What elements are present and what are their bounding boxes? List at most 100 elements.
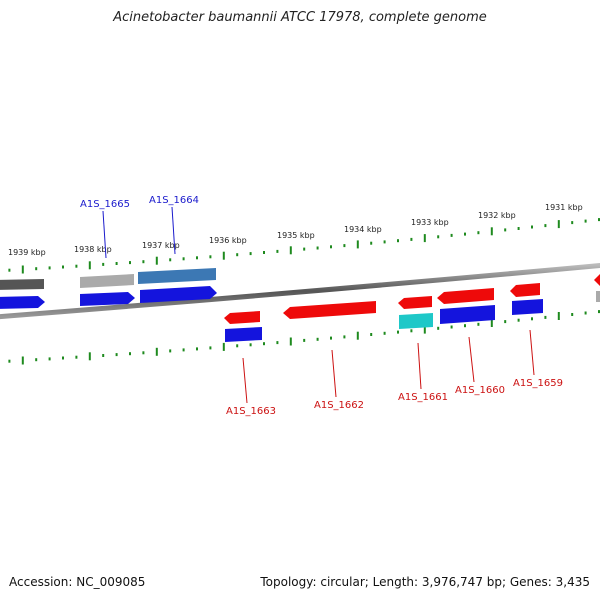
upper-scale-major-tick: [557, 220, 560, 229]
lower-scale-minor-tick: [236, 344, 239, 348]
label-a1s-1665[interactable]: A1S_1665: [80, 199, 130, 210]
scale-label-1934: 1934 kbp: [344, 225, 382, 234]
gene-a1s-1660-red[interactable]: [437, 288, 494, 304]
upper-scale-major-tick: [21, 265, 24, 274]
gene-a1s-1665[interactable]: [80, 292, 135, 306]
lower-scale-minor-tick: [450, 325, 453, 329]
gene-a1s-1661-cyan[interactable]: [399, 313, 433, 329]
gene-labels: A1S_1665 A1S_1664 A1S_1663 A1S_1662 A1S_…: [80, 195, 563, 417]
lower-scale-minor-tick: [115, 353, 118, 357]
upper-scale-minor-tick: [531, 225, 533, 229]
map-title: Acinetobacter baumannii ATCC 17978, comp…: [113, 10, 487, 25]
upper-scale-minor-tick: [544, 224, 547, 228]
upper-scale-minor-tick: [182, 257, 185, 261]
upper-scale-major-tick: [423, 234, 426, 243]
lower-scale-minor-tick: [142, 351, 145, 355]
reverse-scale-track: [8, 310, 600, 365]
label-a1s-1662[interactable]: A1S_1662: [314, 400, 364, 411]
lower-scale-minor-tick: [169, 349, 172, 353]
genome-summary-text: Topology: circular; Length: 3,976,747 bp…: [260, 575, 590, 589]
lower-scale-minor-tick: [437, 326, 440, 330]
lower-scale-major-tick: [155, 347, 158, 356]
leader-a1s-1664: [171, 206, 176, 255]
upper-scale-minor-tick: [263, 251, 265, 254]
upper-scale-minor-tick: [517, 227, 520, 230]
lower-scale-minor-tick: [303, 338, 306, 342]
lower-scale-major-tick: [356, 331, 359, 340]
gene-a1s-1661-red[interactable]: [398, 296, 432, 309]
gene-a1s-1660-blue[interactable]: [440, 305, 495, 324]
accession-text: Accession: NC_009085: [9, 575, 146, 589]
lower-scale-minor-tick: [397, 330, 399, 334]
label-a1s-1664[interactable]: A1S_1664: [149, 195, 199, 206]
gene-partial-left-blue[interactable]: [0, 296, 45, 309]
upper-scale-major-tick: [356, 240, 359, 249]
gene-partial-left-dark[interactable]: [0, 279, 44, 290]
gene-a1s-1663-red[interactable]: [224, 311, 260, 324]
label-a1s-1663[interactable]: A1S_1663: [226, 406, 276, 417]
lower-scale-minor-tick: [517, 318, 520, 322]
gene-partial-right-red[interactable]: [594, 273, 600, 286]
lower-scale-minor-tick: [383, 331, 386, 335]
upper-scale-minor-tick: [397, 239, 399, 243]
gene-partial-right-gray[interactable]: [596, 291, 600, 302]
lower-scale-minor-tick: [571, 313, 574, 316]
upper-scale-minor-tick: [383, 240, 386, 244]
upper-scale-major-tick: [88, 261, 91, 270]
upper-scale-minor-tick: [343, 244, 346, 248]
upper-scale-minor-tick: [316, 246, 319, 250]
lower-scale-minor-tick: [544, 315, 547, 319]
upper-scale-minor-tick: [330, 245, 332, 249]
chromosome-backbone: [0, 262, 600, 320]
scale-labels: 1939 kbp 1938 kbp 1937 kbp 1936 kbp 1935…: [8, 203, 583, 257]
lower-scale-minor-tick: [464, 324, 466, 328]
upper-scale-minor-tick: [477, 231, 480, 235]
upper-scale-minor-tick: [129, 261, 131, 265]
lower-scale-minor-tick: [531, 317, 533, 321]
lower-scale-minor-tick: [504, 320, 507, 324]
lower-scale-minor-tick: [102, 354, 105, 357]
lower-scale-major-tick: [222, 342, 225, 351]
gene-steel[interactable]: [138, 268, 216, 284]
leader-a1s-1659: [529, 329, 535, 376]
lower-scale-minor-tick: [196, 347, 198, 351]
gene-a1s-1659-blue[interactable]: [512, 299, 543, 315]
upper-scale-minor-tick: [62, 265, 64, 269]
upper-scale-minor-tick: [276, 249, 279, 253]
upper-scale-minor-tick: [236, 253, 239, 257]
gene-gray[interactable]: [80, 274, 134, 288]
lower-scale-minor-tick: [48, 357, 51, 361]
lower-scale-minor-tick: [276, 341, 279, 345]
upper-scale-minor-tick: [450, 233, 453, 237]
label-a1s-1659[interactable]: A1S_1659: [513, 378, 563, 389]
lower-scale-major-tick: [423, 325, 426, 334]
upper-scale-minor-tick: [209, 255, 212, 259]
lower-scale-major-tick: [490, 319, 493, 327]
lower-scale-major-tick: [21, 356, 24, 365]
scale-label-1935: 1935 kbp: [277, 231, 315, 240]
upper-scale-minor-tick: [35, 267, 38, 271]
lower-scale-minor-tick: [598, 310, 600, 314]
upper-scale-minor-tick: [142, 260, 145, 264]
upper-scale-minor-tick: [115, 262, 118, 265]
leader-a1s-1660: [468, 336, 475, 383]
label-a1s-1660[interactable]: A1S_1660: [455, 385, 505, 396]
lower-scale-minor-tick: [263, 342, 265, 346]
upper-scale-minor-tick: [571, 221, 574, 225]
label-a1s-1661[interactable]: A1S_1661: [398, 392, 448, 403]
gene-a1s-1662[interactable]: [283, 301, 376, 319]
forward-genes: [0, 268, 600, 309]
lower-scale-major-tick: [289, 337, 292, 346]
forward-scale-track: [8, 218, 600, 274]
upper-scale-minor-tick: [48, 266, 51, 270]
gene-a1s-1659-red[interactable]: [510, 283, 540, 297]
upper-scale-minor-tick: [169, 258, 172, 262]
lower-scale-minor-tick: [129, 352, 131, 356]
lower-scale-minor-tick: [35, 358, 38, 362]
gene-a1s-1664[interactable]: [140, 286, 217, 303]
lower-scale-minor-tick: [343, 335, 346, 339]
upper-scale-minor-tick: [196, 256, 198, 260]
upper-scale-minor-tick: [464, 232, 466, 236]
gene-a1s-1663-blue[interactable]: [225, 327, 262, 342]
